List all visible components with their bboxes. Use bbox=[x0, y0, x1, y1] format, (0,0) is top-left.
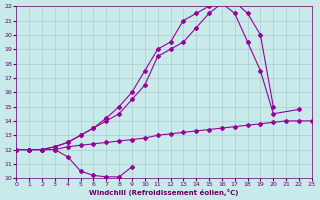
X-axis label: Windchill (Refroidissement éolien,°C): Windchill (Refroidissement éolien,°C) bbox=[89, 189, 239, 196]
